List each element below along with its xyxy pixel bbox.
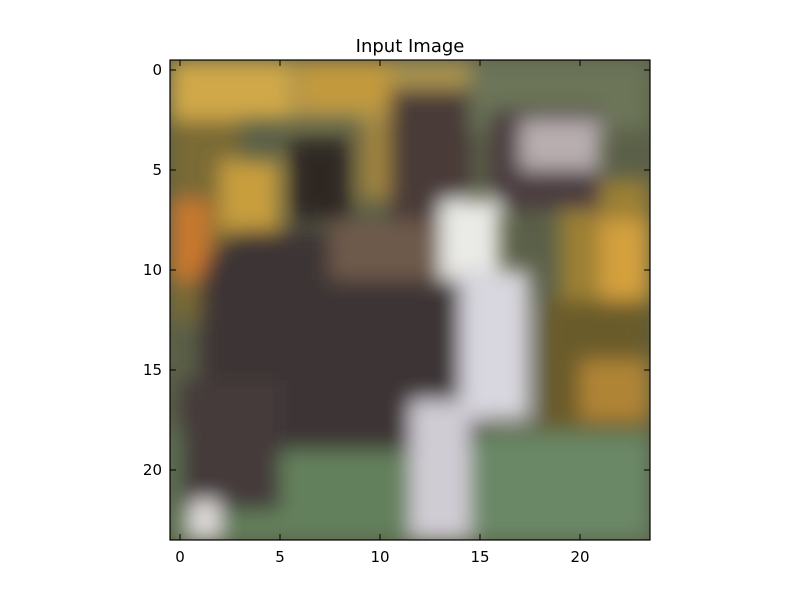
x-tick-label: 10	[370, 548, 389, 566]
y-tick-label: 20	[143, 461, 162, 479]
y-tick-label: 0	[152, 61, 162, 79]
x-tick-label: 0	[175, 548, 185, 566]
axes-frame	[169, 59, 651, 541]
y-tick-label: 10	[143, 261, 162, 279]
x-tick-label: 15	[470, 548, 489, 566]
y-tick-label: 15	[143, 361, 162, 379]
x-tick-label: 20	[570, 548, 589, 566]
x-tick-label: 5	[275, 548, 285, 566]
chart-title: Input Image	[356, 36, 465, 57]
axis-ticks: 0 5 10 15 20 0 5 10 15 20	[143, 60, 650, 566]
input-image	[170, 60, 650, 540]
y-tick-label: 5	[152, 161, 162, 179]
